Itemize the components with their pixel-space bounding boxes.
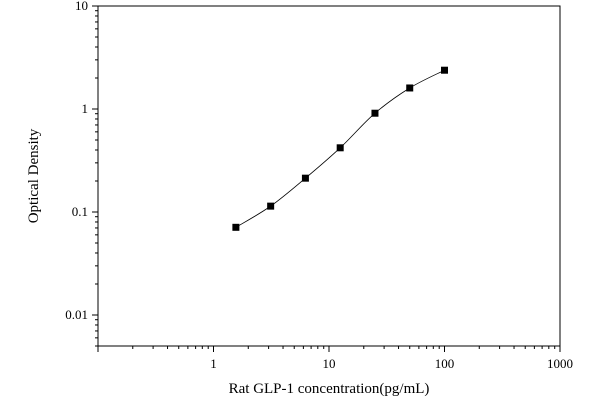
y-tick-label: 1 [82,101,89,116]
plot-area [97,5,561,347]
data-point [336,144,344,152]
data-points [232,66,448,231]
y-tick-label: 0.1 [72,204,88,219]
y-tick-label: 10 [75,0,88,13]
x-axis-label: Rat GLP-1 concentration(pg/mL) [229,381,430,397]
x-tick-label: 1 [210,356,217,371]
x-tick-label: 1000 [547,356,573,371]
x-tick-label: 10 [323,356,336,371]
y-axis-label: Optical Density [26,128,42,223]
y-tick-label: 0.01 [65,307,88,322]
tick-labels: 1 10 100 1000 0.01 0.1 1 10 [65,0,573,371]
data-point [371,109,379,117]
data-point [267,202,275,210]
plot-border [97,5,561,347]
axis-ticks [92,5,561,352]
data-point [232,223,240,231]
data-point [301,174,309,182]
data-point [441,66,448,74]
x-tick-label: 100 [435,356,455,371]
data-point [406,84,414,92]
